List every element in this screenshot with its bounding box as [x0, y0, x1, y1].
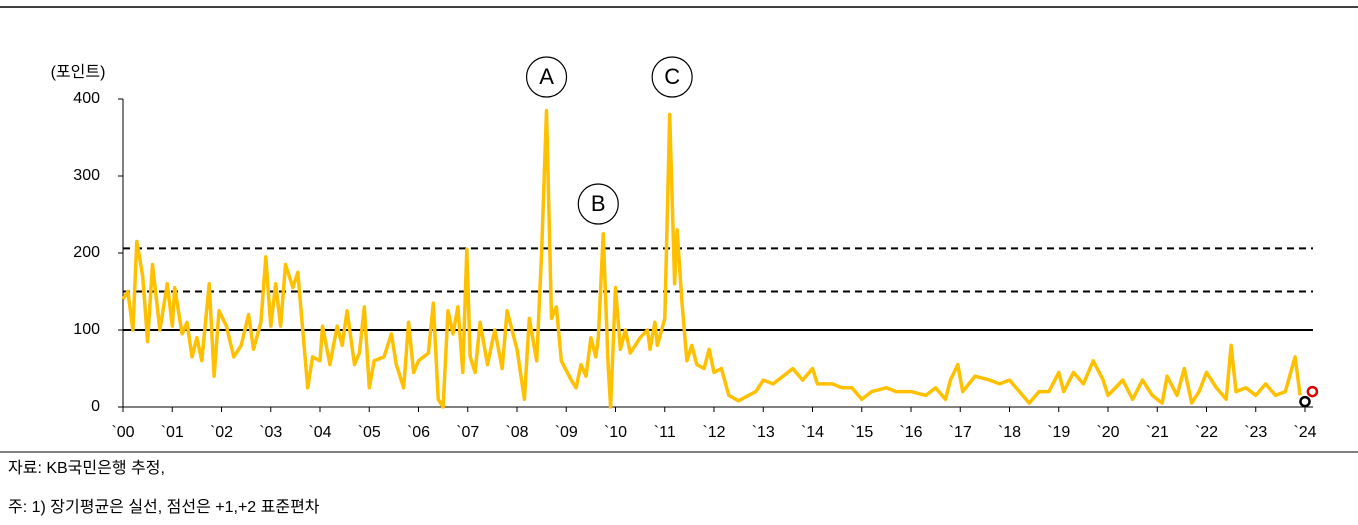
x-tick-label: `06 — [407, 424, 430, 441]
x-tick-label: `03 — [259, 424, 282, 441]
x-tick-label: `12 — [702, 424, 725, 441]
annotation-circle — [525, 56, 568, 98]
x-tick-label: `00 — [111, 424, 134, 441]
x-tick-label: `05 — [358, 424, 381, 441]
x-tick-label: `14 — [801, 424, 824, 441]
annotation-circle — [577, 183, 619, 225]
annotation-circle — [651, 56, 693, 98]
y-tick-label: 200 — [73, 244, 100, 261]
annotation-label: B — [591, 191, 606, 216]
source: 자료: KB국민은행 추정, — [8, 459, 165, 477]
end-marker — [1306, 385, 1319, 398]
data-line — [121, 108, 1302, 409]
x-tick-label: `11 — [654, 424, 676, 441]
y-tick-label: 0 — [91, 398, 100, 415]
x-tick-label: `23 — [1244, 424, 1267, 441]
annotation-label: C — [664, 64, 680, 89]
x-tick-label: `09 — [555, 424, 578, 441]
x-tick-label: `15 — [850, 424, 873, 441]
y-tick-label: 400 — [73, 90, 100, 107]
x-tick-label: `10 — [604, 424, 627, 441]
x-tick-label: `21 — [1146, 424, 1169, 441]
x-tick-label: `13 — [752, 424, 775, 441]
note: 주: 1) 장기평균은 실선, 점선은 +1,+2 표준편차 — [8, 498, 320, 516]
x-tick-label: `19 — [1047, 424, 1070, 441]
x-tick-label: `17 — [949, 424, 972, 441]
x-tick-label: `02 — [210, 424, 233, 441]
x-tick-label: `22 — [1195, 424, 1218, 441]
x-tick-label: `18 — [998, 424, 1021, 441]
x-tick-label: `16 — [899, 424, 922, 441]
annotation-label: A — [539, 64, 554, 89]
x-tick-label: `07 — [456, 424, 479, 441]
x-tick-label: `04 — [308, 424, 331, 441]
y-tick-label: 300 — [73, 167, 100, 184]
x-tick-label: `01 — [161, 424, 184, 441]
x-tick-label: `24 — [1293, 424, 1316, 441]
x-tick-label: `20 — [1096, 424, 1119, 441]
y-axis-label: (포인트) — [51, 63, 106, 81]
x-tick-label: `08 — [505, 424, 528, 441]
end-marker — [1299, 395, 1311, 408]
y-tick-label: 100 — [73, 321, 100, 338]
